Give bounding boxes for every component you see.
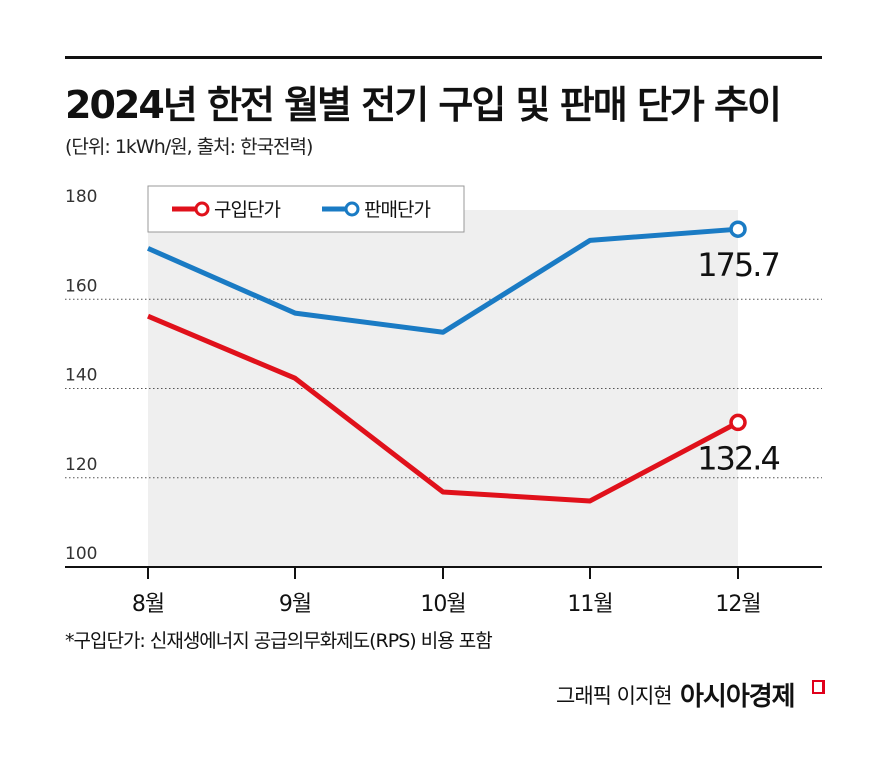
chart-title: 2024년 한전 월별 전기 구입 및 판매 단가 추이 bbox=[65, 83, 782, 127]
graphic-credit: 그래픽 이지현 bbox=[556, 684, 673, 708]
x-tick-label: 12월 bbox=[715, 592, 760, 617]
footnote: *구입단가: 신재생에너지 공급의무화제도(RPS) 비용 포함 bbox=[65, 630, 493, 652]
x-tick-label: 8월 bbox=[132, 592, 164, 617]
x-tick-label: 9월 bbox=[279, 592, 311, 617]
x-tick-label: 11월 bbox=[567, 592, 612, 617]
data-label: 175.7 bbox=[697, 246, 779, 284]
publisher-logo: 아시아경제 bbox=[680, 682, 796, 712]
data-label: 132.4 bbox=[697, 439, 779, 477]
logo-mark-icon bbox=[812, 680, 825, 694]
y-tick-label: 100 bbox=[65, 544, 97, 564]
y-tick-label: 180 bbox=[65, 187, 97, 207]
y-tick-label: 160 bbox=[65, 276, 97, 296]
chart-subtitle: (단위: 1kWh/원, 출처: 한국전력) bbox=[65, 136, 313, 158]
legend-label: 구입단가 bbox=[214, 199, 280, 221]
legend-marker bbox=[344, 201, 360, 217]
y-tick-label: 140 bbox=[65, 366, 97, 386]
data-point-marker bbox=[729, 413, 747, 432]
legend-label: 판매단가 bbox=[364, 199, 430, 221]
y-tick-label: 120 bbox=[65, 455, 97, 475]
data-point-marker bbox=[729, 220, 747, 238]
x-tick-label: 10월 bbox=[420, 592, 465, 617]
top-rule bbox=[65, 56, 822, 59]
legend-marker bbox=[194, 201, 210, 217]
